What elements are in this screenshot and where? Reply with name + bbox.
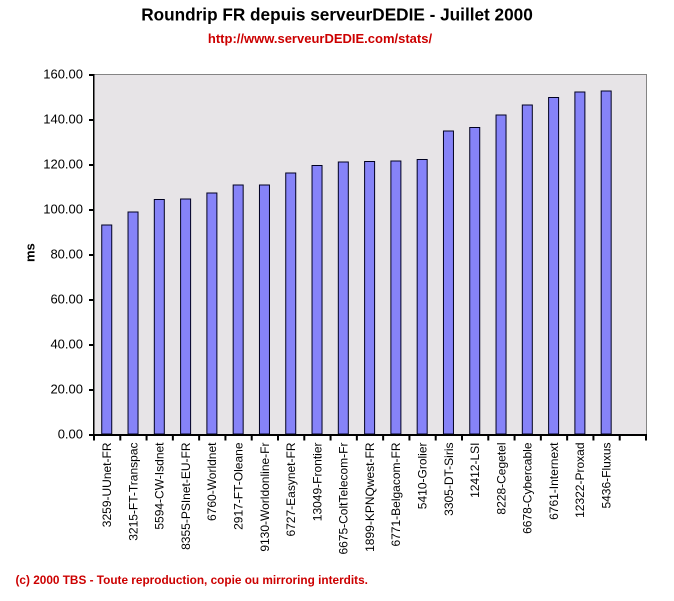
svg-text:40.00: 40.00	[50, 337, 83, 352]
svg-text:8355-PSInet-EU-FR: 8355-PSInet-EU-FR	[179, 442, 193, 550]
svg-text:3259-UUnet-FR: 3259-UUnet-FR	[100, 442, 114, 527]
svg-text:6771-Belgacom-FR: 6771-Belgacom-FR	[389, 442, 403, 546]
svg-text:80.00: 80.00	[50, 247, 83, 262]
svg-text:8228-Cegetel: 8228-Cegetel	[494, 443, 508, 515]
svg-text:120.00: 120.00	[43, 157, 83, 172]
svg-text:6727-Easynet-FR: 6727-Easynet-FR	[284, 442, 298, 536]
svg-text:12322-Proxad: 12322-Proxad	[573, 443, 587, 518]
svg-text:60.00: 60.00	[50, 292, 83, 307]
svg-text:6761-Internext: 6761-Internext	[547, 442, 561, 520]
svg-text:100.00: 100.00	[43, 202, 83, 217]
svg-text:160.00: 160.00	[43, 67, 83, 82]
svg-text:ms: ms	[23, 243, 38, 262]
svg-text:3215-FT-Transpac: 3215-FT-Transpac	[126, 443, 140, 541]
svg-text:12412-LSI: 12412-LSI	[468, 443, 482, 498]
svg-text:9130-Worldonline-Fr: 9130-Worldonline-Fr	[258, 443, 272, 552]
svg-text:140.00: 140.00	[43, 112, 83, 127]
svg-text:(c) 2000 TBS - Toute reproduct: (c) 2000 TBS - Toute reproduction, copie…	[16, 573, 368, 587]
svg-text:5436-Fluxus: 5436-Fluxus	[599, 443, 613, 509]
svg-text:3305-DT-Siris: 3305-DT-Siris	[442, 443, 456, 516]
svg-text:6760-Worldnet: 6760-Worldnet	[205, 442, 219, 521]
svg-text:5594-CW-Isdnet: 5594-CW-Isdnet	[153, 442, 167, 530]
svg-text:Roundrip FR depuis serveurDEDI: Roundrip FR depuis serveurDEDIE - Juille…	[141, 5, 533, 25]
svg-text:20.00: 20.00	[50, 382, 83, 397]
svg-text:0.00: 0.00	[58, 427, 83, 442]
svg-text:http://www.serveurDEDIE.com/st: http://www.serveurDEDIE.com/stats/	[208, 31, 433, 46]
svg-text:1899-KPNQwest-FR: 1899-KPNQwest-FR	[363, 442, 377, 552]
svg-text:6678-Cybercable: 6678-Cybercable	[521, 442, 535, 534]
svg-text:2917-FT-Oleane: 2917-FT-Oleane	[231, 442, 245, 530]
svg-text:6675-ColtTelecom-Fr: 6675-ColtTelecom-Fr	[337, 443, 351, 555]
svg-text:13049-Frontier: 13049-Frontier	[310, 443, 324, 522]
svg-text:5410-Grolier: 5410-Grolier	[415, 443, 429, 510]
